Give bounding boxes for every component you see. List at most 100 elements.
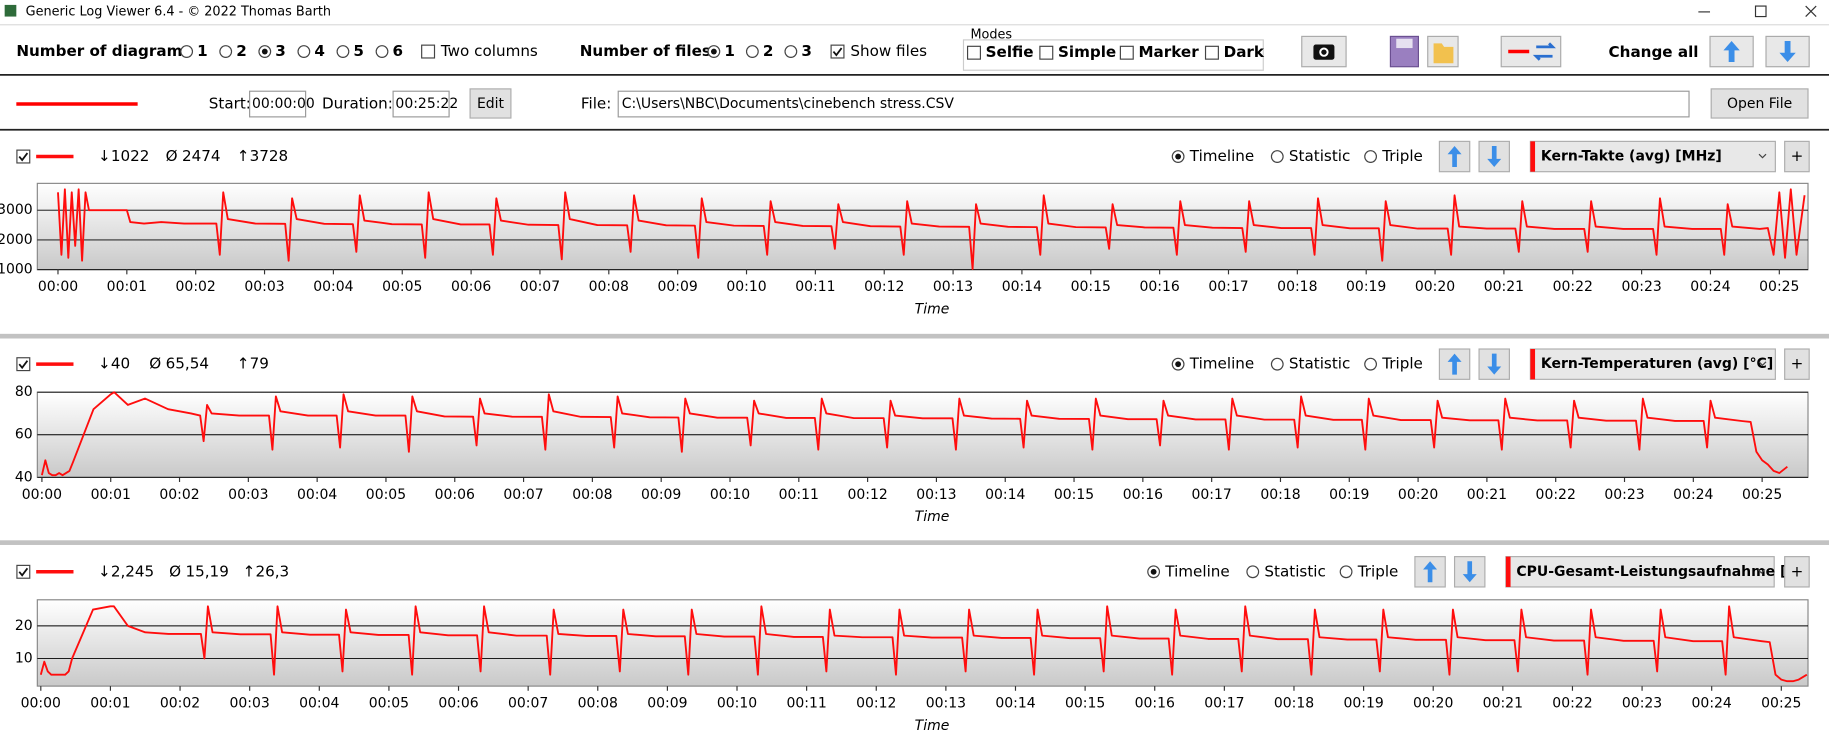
checkbox[interactable] <box>1119 45 1134 60</box>
x-tick-label: 00:08 <box>589 279 629 295</box>
x-tick-label: 00:25 <box>1759 279 1799 295</box>
checkbox[interactable] <box>16 149 31 164</box>
sensor-color-bar <box>1530 349 1536 380</box>
x-tick-label: 00:13 <box>916 487 956 503</box>
radio-button[interactable] <box>745 45 759 58</box>
move-down-button[interactable] <box>1453 556 1486 588</box>
x-tick-label: 00:12 <box>864 279 904 295</box>
check-mark <box>18 360 29 370</box>
x-tick-label: 00:24 <box>1673 487 1713 503</box>
x-tick-label: 00:13 <box>933 279 973 295</box>
move-down-button[interactable] <box>1478 348 1510 380</box>
diagram-option: 3 <box>275 42 286 60</box>
window-title: Generic Log Viewer 6.4 - © 2022 Thomas B… <box>26 4 331 19</box>
data-line <box>57 188 1806 270</box>
x-tick-label: 00:20 <box>1415 279 1455 295</box>
checkbox[interactable] <box>1039 45 1054 60</box>
sensor-dropdown[interactable] <box>1529 348 1776 380</box>
edit-button[interactable] <box>469 88 512 119</box>
radio-button[interactable] <box>375 45 389 58</box>
x-tick-label: 00:02 <box>160 696 200 712</box>
x-tick-label: 00:05 <box>382 279 422 295</box>
duration-input[interactable] <box>392 90 450 118</box>
move-up-button[interactable] <box>1438 348 1471 380</box>
view-option: Statistic <box>1289 147 1350 165</box>
plot-area <box>36 182 1809 271</box>
file-path: C:\Users\NBC\Documents\cinebench stress.… <box>622 96 955 112</box>
checkbox[interactable] <box>966 45 981 60</box>
add-button[interactable] <box>1784 556 1810 588</box>
x-tick-label: 00:23 <box>1621 279 1661 295</box>
x-tick-label: 00:10 <box>726 279 766 295</box>
stat-value: 2474 <box>182 147 221 165</box>
sensor-color-bar <box>1530 141 1536 172</box>
radio-button[interactable] <box>297 45 311 58</box>
plot-area <box>36 599 1809 687</box>
radio-dot <box>261 48 268 55</box>
file-option: 1 <box>724 42 735 60</box>
view-option: Timeline <box>1164 562 1229 580</box>
radio-button[interactable] <box>784 45 798 58</box>
move-up-button[interactable] <box>1414 556 1446 588</box>
stat-value: 40 <box>111 355 130 373</box>
add-button[interactable] <box>1784 348 1810 380</box>
x-tick-label: 00:05 <box>366 487 406 503</box>
panel-separator <box>0 333 1829 339</box>
x-tick-label: 00:25 <box>1761 696 1801 712</box>
files-label: Number of files <box>580 42 711 60</box>
duration-label: Duration: <box>322 95 393 113</box>
x-tick-label: 00:15 <box>1054 487 1094 503</box>
checkbox[interactable] <box>16 564 31 579</box>
checkbox[interactable] <box>830 44 845 59</box>
file-input[interactable] <box>617 90 1690 118</box>
stat-symbol: ↓ <box>98 562 111 580</box>
radio-button[interactable] <box>1246 565 1260 579</box>
radio-button[interactable] <box>180 45 194 58</box>
open-file-button[interactable] <box>1710 88 1809 119</box>
stat-symbol: Ø <box>149 355 161 373</box>
x-tick-label: 00:22 <box>1553 279 1593 295</box>
folder-button[interactable] <box>1427 35 1459 68</box>
y-tick-label: 3000 <box>0 202 33 218</box>
sync-color-button[interactable] <box>1500 35 1562 68</box>
two-columns-label: Two columns <box>440 42 538 60</box>
x-tick-label: 00:00 <box>22 487 62 503</box>
save-button[interactable] <box>1389 35 1419 68</box>
radio-button[interactable] <box>1270 357 1284 371</box>
radio-button[interactable] <box>336 45 350 58</box>
sensor-dropdown[interactable] <box>1529 140 1776 173</box>
start-input[interactable] <box>249 90 307 118</box>
modes-group <box>962 39 1264 71</box>
x-tick-label: 00:11 <box>786 696 826 712</box>
move-up-button[interactable] <box>1438 140 1471 173</box>
x-axis-label: Time <box>915 509 950 525</box>
x-tick-label: 00:15 <box>1071 279 1111 295</box>
move-down-all-button[interactable] <box>1765 35 1810 68</box>
checkbox[interactable] <box>1204 45 1219 60</box>
add-button[interactable] <box>1784 140 1810 173</box>
checkbox[interactable] <box>421 44 436 59</box>
stat-symbol: ↓ <box>98 147 111 165</box>
radio-button[interactable] <box>219 45 233 58</box>
radio-button[interactable] <box>1270 150 1284 163</box>
y-tick-label: 20 <box>15 618 33 634</box>
close-button[interactable] <box>1805 5 1817 17</box>
x-tick-label: 00:09 <box>641 487 681 503</box>
radio-button[interactable] <box>1364 150 1377 163</box>
x-tick-label: 00:21 <box>1467 487 1507 503</box>
camera-button[interactable] <box>1301 35 1347 68</box>
x-tick-label: 00:03 <box>230 696 270 712</box>
radio-button[interactable] <box>1364 357 1377 371</box>
move-up-all-button[interactable] <box>1709 35 1754 68</box>
move-down-button[interactable] <box>1478 140 1510 173</box>
stat-symbol: ↑ <box>237 355 250 373</box>
view-option: Triple <box>1381 147 1423 165</box>
maximize-button[interactable] <box>1754 5 1767 18</box>
y-tick-label: 60 <box>15 427 33 443</box>
x-axis-label: Time <box>915 718 950 734</box>
radio-button[interactable] <box>1339 565 1353 579</box>
checkbox[interactable] <box>16 357 31 372</box>
x-tick-label: 00:08 <box>572 487 612 503</box>
